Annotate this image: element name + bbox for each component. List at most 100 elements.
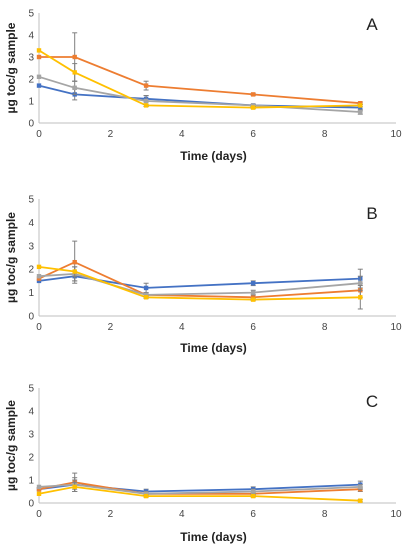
- data-point: [358, 103, 363, 108]
- data-point: [251, 103, 256, 108]
- x-axis-title: Time (days): [180, 149, 246, 163]
- series-3: [36, 48, 363, 110]
- x-tick-label: 10: [390, 129, 402, 140]
- y-tick-label: 5: [28, 195, 34, 206]
- data-point: [72, 269, 77, 274]
- series-0: [36, 268, 363, 294]
- chart-panel-b: 0 1 2 3 4 5 0 2 4 6 8 10 Time (days) µg toc/g sample B: [4, 195, 402, 356]
- x-tick-label: 8: [322, 129, 328, 140]
- data-point: [251, 105, 256, 110]
- y-tick-label: 5: [28, 384, 34, 395]
- data-point: [143, 103, 149, 108]
- x-tick-label: 8: [322, 322, 328, 333]
- series-line: [38, 261, 361, 299]
- chart-panel-c: 0 1 2 3 4 5 0 2 4 6 8 10 Time (days) µg toc/g sample C: [4, 384, 402, 545]
- x-tick-label: 0: [36, 509, 42, 520]
- data-point: [251, 281, 256, 286]
- y-axis-title: µg toc/g sample: [4, 400, 18, 491]
- data-point: [251, 297, 256, 302]
- data-point: [36, 484, 42, 490]
- x-tick-label: 4: [179, 322, 185, 333]
- y-tick-label: 4: [28, 31, 34, 42]
- y-tick-label: 1: [28, 288, 34, 299]
- y-tick-label: 1: [28, 97, 34, 108]
- series-line: [38, 266, 361, 301]
- x-tick-label: 2: [108, 129, 114, 140]
- data-point: [143, 491, 149, 496]
- y-axis-title: µg toc/g sample: [4, 22, 18, 113]
- series-line: [38, 84, 361, 109]
- data-point: [143, 295, 149, 300]
- data-point: [143, 493, 149, 499]
- data-point: [72, 54, 77, 60]
- data-point: [72, 85, 77, 90]
- y-tick-label: 3: [28, 430, 34, 441]
- y-tick-label: 4: [28, 218, 34, 229]
- data-point: [143, 292, 149, 298]
- data-point: [251, 489, 256, 494]
- y-tick-label: 1: [28, 476, 34, 487]
- data-point: [36, 274, 42, 279]
- series-line: [38, 272, 361, 296]
- y-axis-title: µg toc/g sample: [4, 212, 18, 303]
- data-point: [72, 484, 77, 490]
- series-3: [36, 481, 363, 503]
- data-point: [72, 70, 77, 75]
- data-point: [36, 276, 42, 281]
- data-point: [72, 259, 77, 265]
- x-tick-label: 2: [108, 322, 114, 333]
- y-tick-label: 0: [28, 499, 34, 510]
- data-point: [36, 264, 42, 270]
- data-point: [251, 295, 256, 300]
- x-tick-label: 6: [250, 322, 256, 333]
- data-point: [251, 493, 256, 499]
- panel-label: A: [366, 15, 378, 34]
- series-3: [36, 264, 363, 310]
- data-point: [358, 109, 363, 115]
- data-point: [143, 285, 149, 291]
- y-tick-label: 5: [28, 9, 34, 20]
- data-point: [36, 48, 42, 53]
- y-tick-label: 3: [28, 241, 34, 252]
- panel-label: B: [366, 204, 377, 223]
- series-1: [36, 32, 363, 106]
- data-point: [358, 498, 363, 503]
- y-tick-label: 2: [28, 453, 34, 464]
- data-point: [358, 295, 363, 300]
- y-tick-label: 2: [28, 265, 34, 276]
- data-point: [358, 281, 363, 286]
- data-point: [36, 487, 42, 492]
- x-tick-label: 2: [108, 509, 114, 520]
- x-tick-label: 4: [179, 129, 185, 140]
- x-tick-label: 10: [390, 509, 402, 520]
- y-tick-label: 0: [28, 312, 34, 323]
- y-tick-label: 0: [28, 119, 34, 130]
- x-axis-title: Time (days): [180, 530, 246, 544]
- x-tick-label: 0: [36, 129, 42, 140]
- data-point: [143, 98, 149, 104]
- data-point: [36, 74, 42, 79]
- data-point: [36, 83, 42, 88]
- data-point: [36, 278, 42, 284]
- series-line: [39, 56, 361, 105]
- x-tick-label: 0: [36, 322, 42, 333]
- data-point: [251, 290, 256, 295]
- x-tick-label: 6: [250, 129, 256, 140]
- x-tick-label: 6: [250, 509, 256, 520]
- data-point: [36, 491, 42, 496]
- data-point: [358, 105, 363, 110]
- x-tick-label: 10: [390, 322, 402, 333]
- panel-label: C: [366, 392, 378, 411]
- data-point: [36, 54, 42, 60]
- chart-panel-a: 0 1 2 3 4 5 0 2 4 6 8 10 Time (days) µg toc/g sample A: [4, 9, 402, 164]
- x-tick-label: 8: [322, 509, 328, 520]
- data-point: [143, 83, 149, 88]
- x-axis-title: Time (days): [180, 341, 246, 355]
- y-tick-label: 4: [28, 407, 34, 418]
- data-point: [358, 484, 363, 490]
- y-tick-label: 2: [28, 75, 34, 86]
- y-tick-label: 3: [28, 53, 34, 64]
- x-tick-label: 4: [179, 509, 185, 520]
- series-1: [36, 240, 363, 301]
